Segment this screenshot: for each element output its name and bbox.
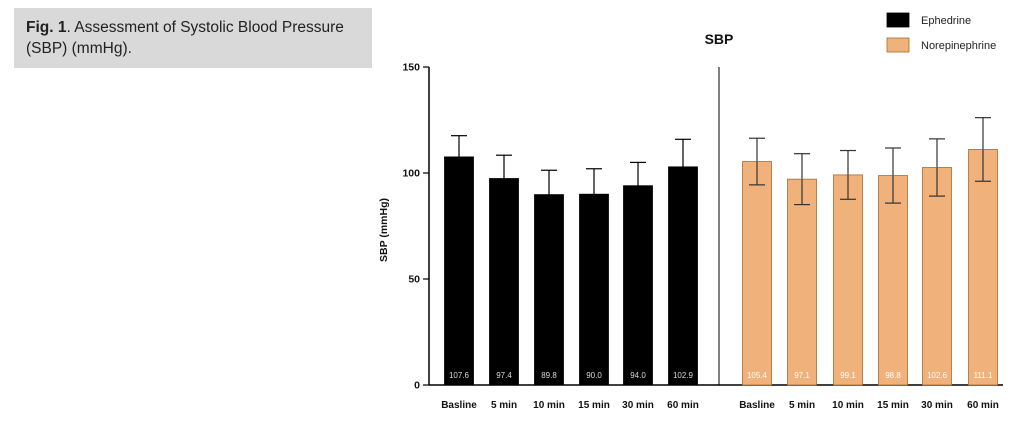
bar-value-label: 99.1 xyxy=(840,371,856,380)
bar xyxy=(623,185,653,386)
bar xyxy=(579,193,609,386)
legend: Ephedrine Norepinephrine xyxy=(886,12,996,53)
x-tick-label: 10 min xyxy=(533,400,565,411)
x-tick-label: 60 min xyxy=(667,400,699,411)
bar xyxy=(922,167,952,386)
bar-value-label: 97.4 xyxy=(496,371,512,380)
x-tick-label: 5 min xyxy=(789,400,815,411)
bar-value-label: 90.0 xyxy=(586,371,602,380)
y-tick-label: 100 xyxy=(402,168,420,180)
bar xyxy=(878,175,908,386)
figure-caption: Fig. 1. Assessment of Systolic Blood Pre… xyxy=(14,8,372,68)
bar-value-label: 111.1 xyxy=(974,371,993,380)
x-tick-label: Basline xyxy=(441,400,477,411)
x-tick-label: 10 min xyxy=(832,400,864,411)
bar xyxy=(787,178,817,386)
bar-value-label: 97.1 xyxy=(794,371,810,380)
bar xyxy=(833,174,863,386)
y-tick-label: 150 xyxy=(402,62,420,74)
bar-value-label: 98.8 xyxy=(885,371,901,380)
legend-swatch xyxy=(886,37,910,53)
bar xyxy=(534,194,564,386)
bar-value-label: 94.0 xyxy=(630,371,646,380)
bar xyxy=(489,178,519,386)
x-tick-label: 30 min xyxy=(622,400,654,411)
x-tick-label: 30 min xyxy=(921,400,953,411)
legend-swatch xyxy=(886,12,910,28)
figure-label: Fig. 1 xyxy=(26,19,67,36)
y-tick-label: 0 xyxy=(414,380,420,392)
bar-value-label: 102.9 xyxy=(673,371,694,380)
y-axis-label: SBP (mmHg) xyxy=(378,198,390,262)
legend-label: Norepinephrine xyxy=(921,40,996,52)
bar xyxy=(444,156,474,386)
x-tick-label: 15 min xyxy=(578,400,610,411)
bar-value-label: 105.4 xyxy=(747,371,768,380)
x-tick-label: 15 min xyxy=(877,400,909,411)
legend-label: Ephedrine xyxy=(921,15,971,27)
chart-title: SBP xyxy=(705,31,734,47)
bar xyxy=(668,166,698,386)
x-tick-label: 60 min xyxy=(967,400,999,411)
y-tick-label: 50 xyxy=(408,274,420,286)
figure-caption-text: . Assessment of Systolic Blood Pressure … xyxy=(26,19,344,57)
bar-value-label: 102.6 xyxy=(927,371,948,380)
bar xyxy=(742,161,772,386)
bar xyxy=(968,149,998,386)
bar-value-label: 89.8 xyxy=(541,371,557,380)
x-tick-label: 5 min xyxy=(491,400,517,411)
bars: 107.6 Basline 97.4 5 min 89.8 10 min 90.0 15 mi… xyxy=(441,117,999,411)
x-tick-label: Basline xyxy=(739,400,775,411)
bar-value-label: 107.6 xyxy=(449,371,470,380)
